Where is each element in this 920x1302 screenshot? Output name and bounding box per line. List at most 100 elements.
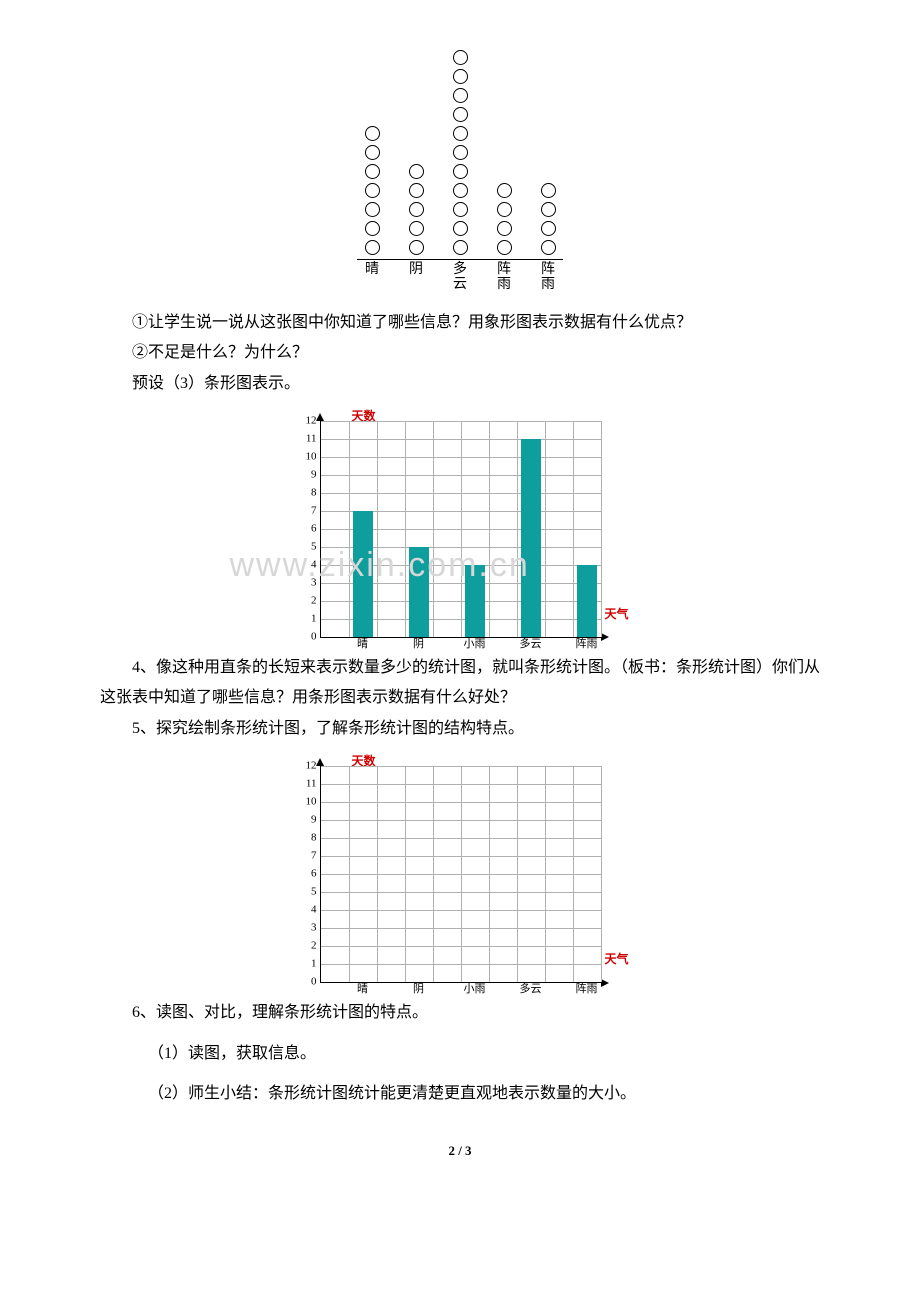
pictogram-circle xyxy=(453,183,468,198)
pictogram-block: 晴阴多云阵雨阵雨 xyxy=(100,50,820,293)
bar xyxy=(409,547,429,637)
pictogram-circle xyxy=(409,202,424,217)
x-tick: 阴 xyxy=(413,634,424,655)
pictogram-circle xyxy=(497,183,512,198)
pictogram-column xyxy=(361,126,383,259)
bar-chart-1-block: 天数 0123456789101112晴阴小雨多云阵雨 www.zixin.co… xyxy=(100,409,820,638)
preset-3: 预设（3）条形图表示。 xyxy=(100,369,820,399)
pictogram-circle xyxy=(409,221,424,236)
bar-chart-2: 天数 0123456789101112晴阴小雨多云阵雨 天气 xyxy=(320,754,601,983)
pictogram: 晴阴多云阵雨阵雨 xyxy=(357,50,563,293)
y-tick: 3 xyxy=(297,573,317,594)
bar xyxy=(521,439,541,637)
y-tick: 2 xyxy=(297,936,317,957)
y-tick: 9 xyxy=(297,810,317,831)
pictogram-label: 阵雨 xyxy=(537,262,559,293)
pictogram-circle xyxy=(497,240,512,255)
y-tick: 0 xyxy=(297,627,317,648)
y-tick: 2 xyxy=(297,591,317,612)
y-tick: 6 xyxy=(297,519,317,540)
y-tick: 6 xyxy=(297,864,317,885)
y-tick: 10 xyxy=(297,447,317,468)
paragraph-6-1: （1）读图，获取信息。 xyxy=(100,1039,820,1069)
pictogram-circle xyxy=(453,145,468,160)
pictogram-circle xyxy=(453,202,468,217)
pictogram-column xyxy=(449,50,471,259)
bar xyxy=(353,511,373,637)
pictogram-circle xyxy=(453,164,468,179)
pictogram-circle xyxy=(453,69,468,84)
y-tick: 3 xyxy=(297,918,317,939)
bar-chart-2-block: 天数 0123456789101112晴阴小雨多云阵雨 天气 xyxy=(100,754,820,983)
x-tick: 晴 xyxy=(357,979,368,1000)
y-tick: 1 xyxy=(297,609,317,630)
pictogram-column xyxy=(493,183,515,259)
pictogram-circle xyxy=(365,145,380,160)
y-tick: 1 xyxy=(297,954,317,975)
pictogram-circle xyxy=(365,164,380,179)
pictogram-column xyxy=(405,164,427,259)
pictogram-circle xyxy=(497,221,512,236)
pictogram-label: 多云 xyxy=(449,262,471,293)
pictogram-circle xyxy=(365,183,380,198)
pictogram-circle xyxy=(453,107,468,122)
paragraph-6-2: （2）师生小结：条形统计图统计能更清楚更直观地表示数量的大小。 xyxy=(100,1079,820,1109)
y-tick: 11 xyxy=(297,429,317,450)
pictogram-circle xyxy=(453,240,468,255)
pictogram-label: 阴 xyxy=(405,262,427,293)
y-tick: 12 xyxy=(297,411,317,432)
pictogram-circle xyxy=(541,202,556,217)
pictogram-circle xyxy=(453,126,468,141)
pictogram-circle xyxy=(409,240,424,255)
bar xyxy=(465,565,485,637)
paragraph-5: 5、探究绘制条形统计图，了解条形统计图的结构特点。 xyxy=(100,714,820,744)
pictogram-circle xyxy=(365,126,380,141)
page-content: 晴阴多云阵雨阵雨 ①让学生说一说从这张图中你知道了哪些信息？用象形图表示数据有什… xyxy=(0,0,920,1194)
y-tick: 8 xyxy=(297,483,317,504)
y-tick: 4 xyxy=(297,555,317,576)
paragraph-6: 6、读图、对比，理解条形统计图的特点。 xyxy=(100,998,820,1028)
pictogram-circle xyxy=(453,50,468,65)
pictogram-label: 阵雨 xyxy=(493,262,515,293)
pictogram-circle xyxy=(453,88,468,103)
pictogram-circle xyxy=(541,183,556,198)
pictogram-circle xyxy=(365,240,380,255)
page-number: 2 / 3 xyxy=(100,1139,820,1164)
y-tick: 11 xyxy=(297,774,317,795)
y-tick: 0 xyxy=(297,972,317,993)
pictogram-circle xyxy=(453,221,468,236)
y-tick: 7 xyxy=(297,501,317,522)
y-tick: 9 xyxy=(297,465,317,486)
y-tick: 5 xyxy=(297,537,317,558)
x-tick: 多云 xyxy=(520,634,542,655)
pictogram-circle xyxy=(497,202,512,217)
y-tick: 12 xyxy=(297,756,317,777)
pictogram-column xyxy=(537,183,559,259)
bar xyxy=(577,565,597,637)
x-tick: 阴 xyxy=(413,979,424,1000)
pictogram-circle xyxy=(541,221,556,236)
pictogram-label: 晴 xyxy=(361,262,383,293)
y-tick: 8 xyxy=(297,828,317,849)
x-tick: 小雨 xyxy=(464,979,486,1000)
x-tick: 小雨 xyxy=(464,634,486,655)
x-tick: 多云 xyxy=(520,979,542,1000)
question-2: ②不足是什么？为什么？ xyxy=(100,338,820,368)
y-tick: 4 xyxy=(297,900,317,921)
pictogram-circle xyxy=(541,240,556,255)
y-tick: 10 xyxy=(297,792,317,813)
chart2-x-label: 天气 xyxy=(604,948,628,971)
x-tick: 阵雨 xyxy=(576,979,598,1000)
bar-chart-1: 天数 0123456789101112晴阴小雨多云阵雨 www.zixin.co… xyxy=(320,409,601,638)
y-tick: 5 xyxy=(297,882,317,903)
x-tick: 晴 xyxy=(357,634,368,655)
x-tick: 阵雨 xyxy=(576,634,598,655)
pictogram-circle xyxy=(409,164,424,179)
y-tick: 7 xyxy=(297,846,317,867)
chart1-x-label: 天气 xyxy=(604,603,628,626)
pictogram-circle xyxy=(365,202,380,217)
pictogram-circle xyxy=(409,183,424,198)
question-1: ①让学生说一说从这张图中你知道了哪些信息？用象形图表示数据有什么优点？ xyxy=(100,308,820,338)
pictogram-circle xyxy=(365,221,380,236)
paragraph-4: 4、像这种用直条的长短来表示数量多少的统计图，就叫条形统计图。（板书：条形统计图… xyxy=(100,653,820,714)
